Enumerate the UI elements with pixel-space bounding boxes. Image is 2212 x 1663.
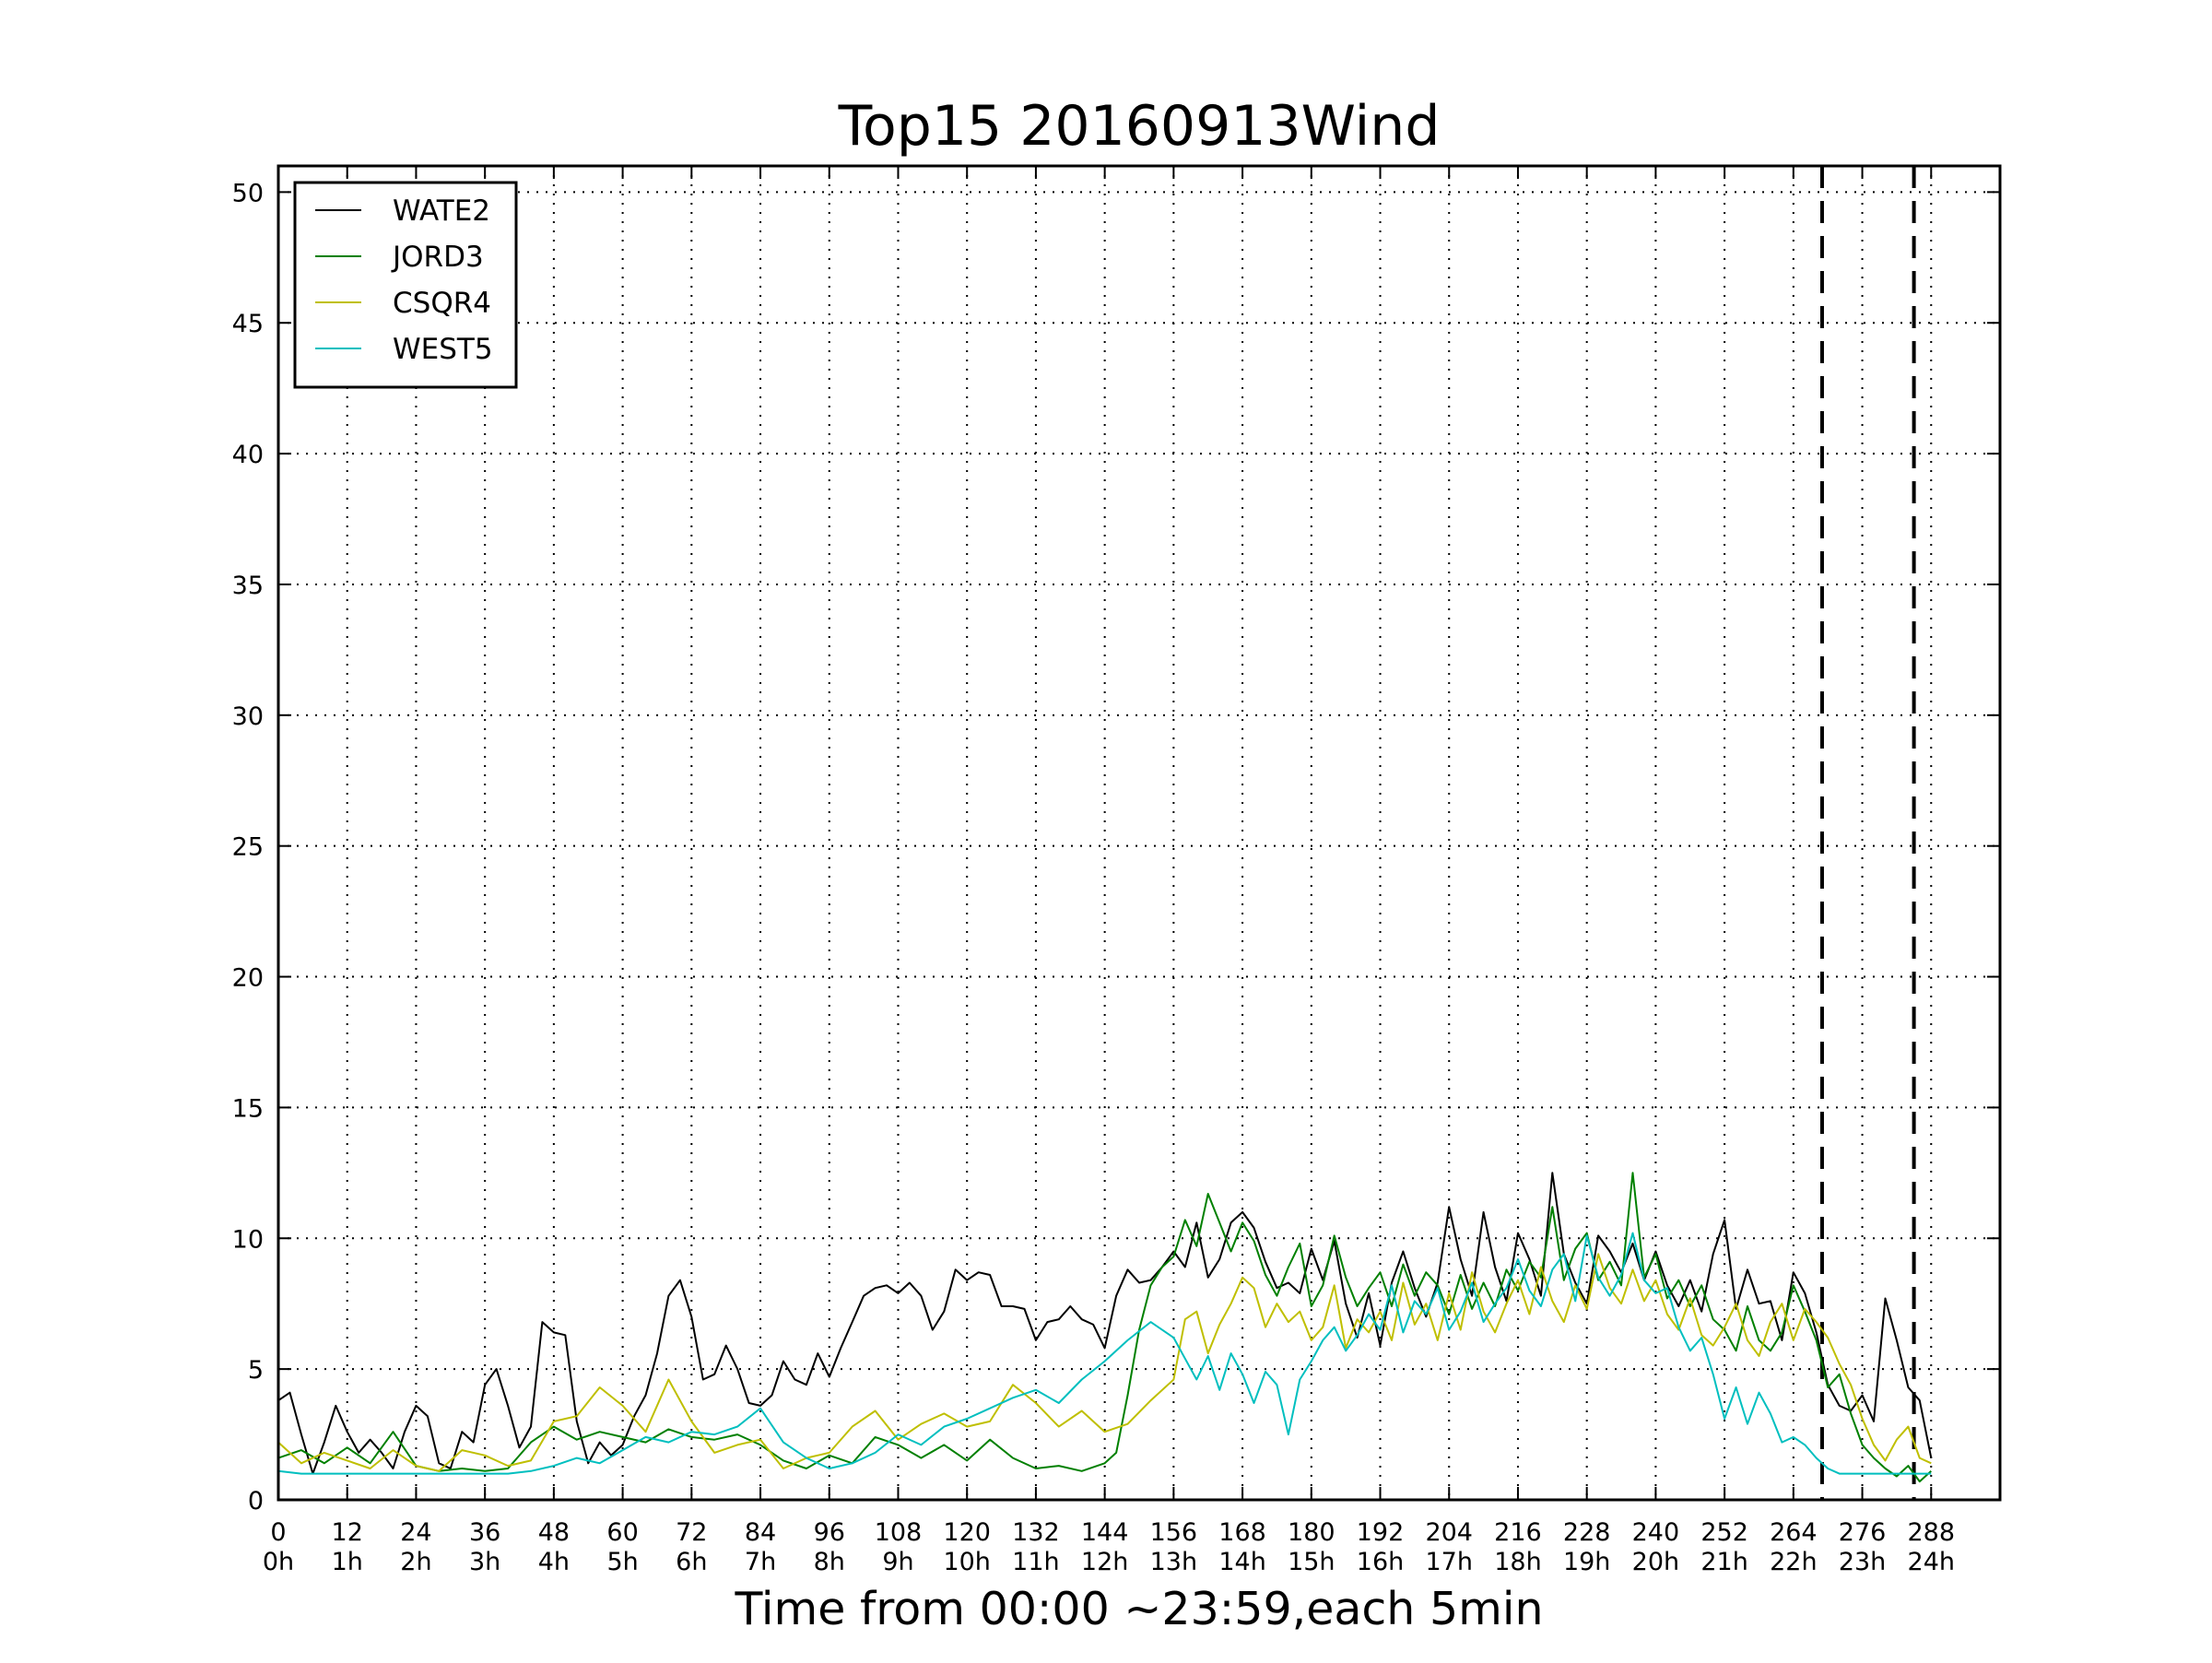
x-tick-hour-label: 24h (1908, 1548, 1955, 1576)
plot-frame (276, 164, 2002, 1502)
x-tick-label: 144 (1081, 1518, 1129, 1547)
vertical-marker-lines (1819, 166, 1916, 1500)
x-tick-hour-label: 16h (1357, 1548, 1404, 1576)
axis-ticks (277, 166, 2000, 1501)
grid-lines (277, 166, 2000, 1501)
series-line-csqr4 (277, 1253, 1932, 1472)
series-lines (277, 1172, 1933, 1483)
legend-label-west5: WEST5 (393, 333, 493, 366)
y-tick-label: 50 (232, 179, 264, 207)
x-tick-label: 96 (814, 1518, 845, 1547)
x-tick-hour-label: 17h (1426, 1548, 1473, 1576)
legend-label-wate2: WATE2 (393, 195, 490, 228)
y-tick-label: 45 (232, 310, 264, 338)
x-tick-label: 132 (1012, 1518, 1060, 1547)
x-tick-label: 84 (745, 1518, 776, 1547)
x-tick-hour-label: 3h (469, 1548, 500, 1576)
legend-label-csqr4: CSQR4 (393, 287, 491, 320)
x-tick-hour-label: 19h (1563, 1548, 1610, 1576)
x-tick-label: 180 (1288, 1518, 1335, 1547)
y-tick-label: 30 (232, 702, 264, 731)
x-tick-label: 36 (469, 1518, 500, 1547)
x-tick-hour-label: 18h (1494, 1548, 1541, 1576)
x-tick-label: 288 (1908, 1518, 1956, 1547)
x-tick-label: 228 (1563, 1518, 1611, 1547)
series-line-jord3 (277, 1172, 1932, 1483)
x-tick-label: 204 (1425, 1518, 1473, 1547)
x-tick-label: 120 (943, 1518, 991, 1547)
x-tick-label: 24 (400, 1518, 431, 1547)
x-tick-hour-label: 23h (1839, 1548, 1886, 1576)
x-tick-label: 48 (538, 1518, 570, 1547)
x-tick-hour-label: 11h (1012, 1548, 1059, 1576)
x-tick-label: 240 (1632, 1518, 1680, 1547)
x-axis-label: Time from 00:00 ~23:59,each 5min (734, 1583, 1543, 1635)
x-tick-label: 0 (270, 1518, 286, 1547)
x-tick-label: 72 (676, 1518, 707, 1547)
x-tick-hour-label: 22h (1770, 1548, 1817, 1576)
y-tick-label: 15 (232, 1094, 264, 1123)
x-tick-label: 264 (1770, 1518, 1818, 1547)
x-tick-hour-label: 4h (538, 1548, 570, 1576)
y-tick-label: 20 (232, 964, 264, 993)
legend-label-jord3: JORD3 (391, 241, 484, 274)
y-tick-label: 40 (232, 441, 264, 469)
x-tick-hour-label: 10h (943, 1548, 990, 1576)
x-tick-hour-label: 15h (1288, 1548, 1335, 1576)
chart-title: Top15 20160913Wind (838, 94, 1441, 159)
x-tick-hour-label: 7h (745, 1548, 776, 1576)
x-tick-hour-label: 13h (1150, 1548, 1197, 1576)
x-tick-label: 252 (1700, 1518, 1748, 1547)
x-tick-label: 156 (1150, 1518, 1198, 1547)
x-tick-label: 12 (332, 1518, 363, 1547)
x-tick-hour-label: 0h (263, 1548, 294, 1576)
x-tick-hour-label: 2h (400, 1548, 431, 1576)
x-tick-hour-label: 5h (606, 1548, 638, 1576)
x-tick-label: 108 (875, 1518, 923, 1547)
y-tick-labels: 0 5 10 15 20 25 30 35 40 45 50 (232, 179, 264, 1516)
x-tick-hour-label: 9h (882, 1548, 913, 1576)
x-tick-hour-label: 12h (1081, 1548, 1128, 1576)
x-tick-hour-label: 21h (1700, 1548, 1747, 1576)
series-line-west5 (277, 1232, 1932, 1475)
x-tick-hour-label: 1h (332, 1548, 363, 1576)
x-tick-label: 276 (1839, 1518, 1887, 1547)
x-tick-hour-label: 14h (1218, 1548, 1265, 1576)
legend-box (293, 181, 518, 389)
y-tick-label: 25 (232, 833, 264, 862)
y-tick-label: 0 (248, 1487, 264, 1516)
x-tick-label: 216 (1494, 1518, 1542, 1547)
y-tick-label: 35 (232, 572, 264, 600)
x-tick-hour-label: 6h (676, 1548, 707, 1576)
x-tick-hour-label: 20h (1632, 1548, 1679, 1576)
y-tick-label: 5 (248, 1356, 264, 1385)
x-tick-label: 168 (1218, 1518, 1266, 1547)
x-tick-label: 60 (606, 1518, 638, 1547)
legend: WATE2 JORD3 CSQR4 WEST5 (293, 181, 518, 389)
x-tick-hour-label: 8h (814, 1548, 845, 1576)
series-line-wate2 (277, 1172, 1933, 1475)
x-tick-label: 192 (1357, 1518, 1405, 1547)
y-tick-label: 10 (232, 1225, 264, 1254)
